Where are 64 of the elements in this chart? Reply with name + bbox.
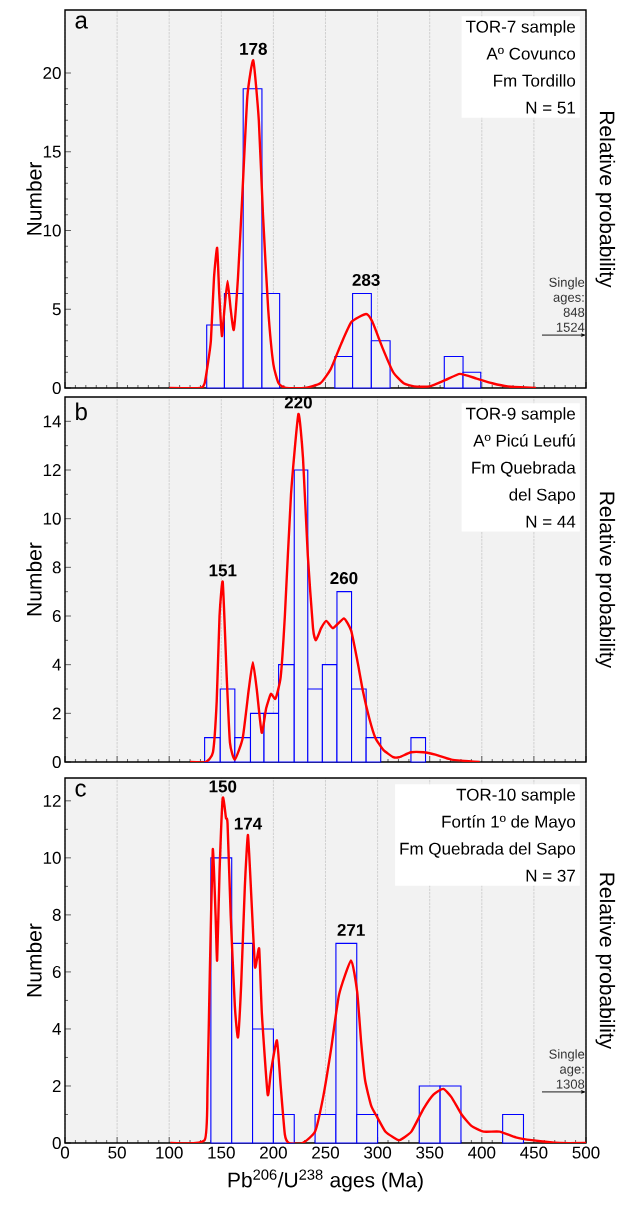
- annotation: N = 51: [526, 101, 575, 114]
- chart-title: a: [75, 15, 88, 29]
- y-tick-label: 6: [52, 609, 61, 623]
- annotation: Fm Tordillo: [494, 74, 576, 87]
- annotation: 178: [240, 42, 267, 55]
- y-tick-label: 12: [43, 794, 61, 807]
- y-tick-label: 15: [43, 145, 61, 158]
- x-tick-label: 500: [572, 1146, 600, 1159]
- y-tick-label: 2: [52, 1080, 61, 1092]
- annotation: del Sapo: [509, 488, 576, 505]
- annotation: Fm Quebrada del Sapo: [400, 842, 576, 859]
- annotation: 174: [234, 817, 263, 830]
- y-tick-label: 0: [52, 381, 61, 395]
- chart-title: c: [75, 783, 86, 797]
- annotation: Fortín 1º de Mayo: [442, 815, 576, 832]
- annotation: TOR-9 sample: [465, 407, 576, 424]
- y-tick-label: 0: [52, 1136, 61, 1150]
- x-tick-label: 0: [60, 1146, 70, 1159]
- chart-title: b: [76, 402, 87, 421]
- annotation: Fm Quebrada: [472, 461, 576, 477]
- y2-axis-title: Relative probability: [595, 112, 616, 288]
- annotation: Aº Picú Leufú: [473, 434, 575, 447]
- x-tick-label: 300: [364, 1146, 392, 1159]
- annotation: 220: [284, 396, 312, 409]
- y-tick-label: 0: [52, 755, 61, 769]
- y-tick-label: 20: [43, 66, 61, 80]
- annotation: Single age: 1308: [549, 1049, 585, 1089]
- annotation: N = 44: [526, 515, 576, 528]
- x-tick-label: 50: [108, 1146, 126, 1159]
- y-tick-label: 4: [52, 1023, 61, 1035]
- x-tick-label: 350: [416, 1146, 444, 1159]
- x-tick-label: 400: [468, 1146, 496, 1159]
- annotation: N = 37: [526, 869, 575, 882]
- x-axis-title: Pb$^{206}$/U$^{238}$ ages (Ma): [228, 1169, 423, 1192]
- annotation: 150: [209, 780, 237, 793]
- annotation: TOR-10 sample: [456, 788, 576, 805]
- annotation: 151: [209, 564, 237, 577]
- x-tick-label: 250: [312, 1146, 340, 1159]
- x-tick-label: 200: [260, 1146, 287, 1159]
- annotation: Aº Covunco: [486, 47, 576, 60]
- y2-axis-title: Relative probability: [595, 873, 616, 1050]
- y-tick-label: 6: [52, 965, 61, 978]
- y-tick-label: 10: [43, 851, 61, 864]
- y-axis-title: Number: [26, 923, 42, 997]
- y-axis-title: Number: [26, 542, 42, 616]
- y-tick-label: 10: [43, 512, 61, 525]
- annotation: Single ages: 848 1524: [549, 277, 585, 332]
- y-tick-label: 4: [52, 658, 61, 671]
- x-tick-label: 150: [208, 1146, 235, 1159]
- y-tick-label: 10: [43, 224, 61, 237]
- y-tick-label: 12: [43, 464, 61, 476]
- y-tick-label: 14: [43, 415, 61, 428]
- y-tick-label: 8: [52, 908, 61, 921]
- y-tick-label: 5: [52, 303, 61, 316]
- x-tick-label: 100: [156, 1146, 183, 1159]
- y-tick-label: 2: [52, 707, 61, 720]
- y2-axis-title: Relative probability: [595, 492, 616, 669]
- y-axis-title: Number: [26, 162, 42, 235]
- x-tick-label: 450: [520, 1146, 548, 1159]
- annotation: 271: [337, 924, 365, 936]
- annotation: 283: [352, 273, 380, 286]
- annotation: 260: [330, 572, 358, 585]
- annotation: TOR-7 sample: [465, 20, 576, 37]
- y-tick-label: 8: [52, 561, 61, 574]
